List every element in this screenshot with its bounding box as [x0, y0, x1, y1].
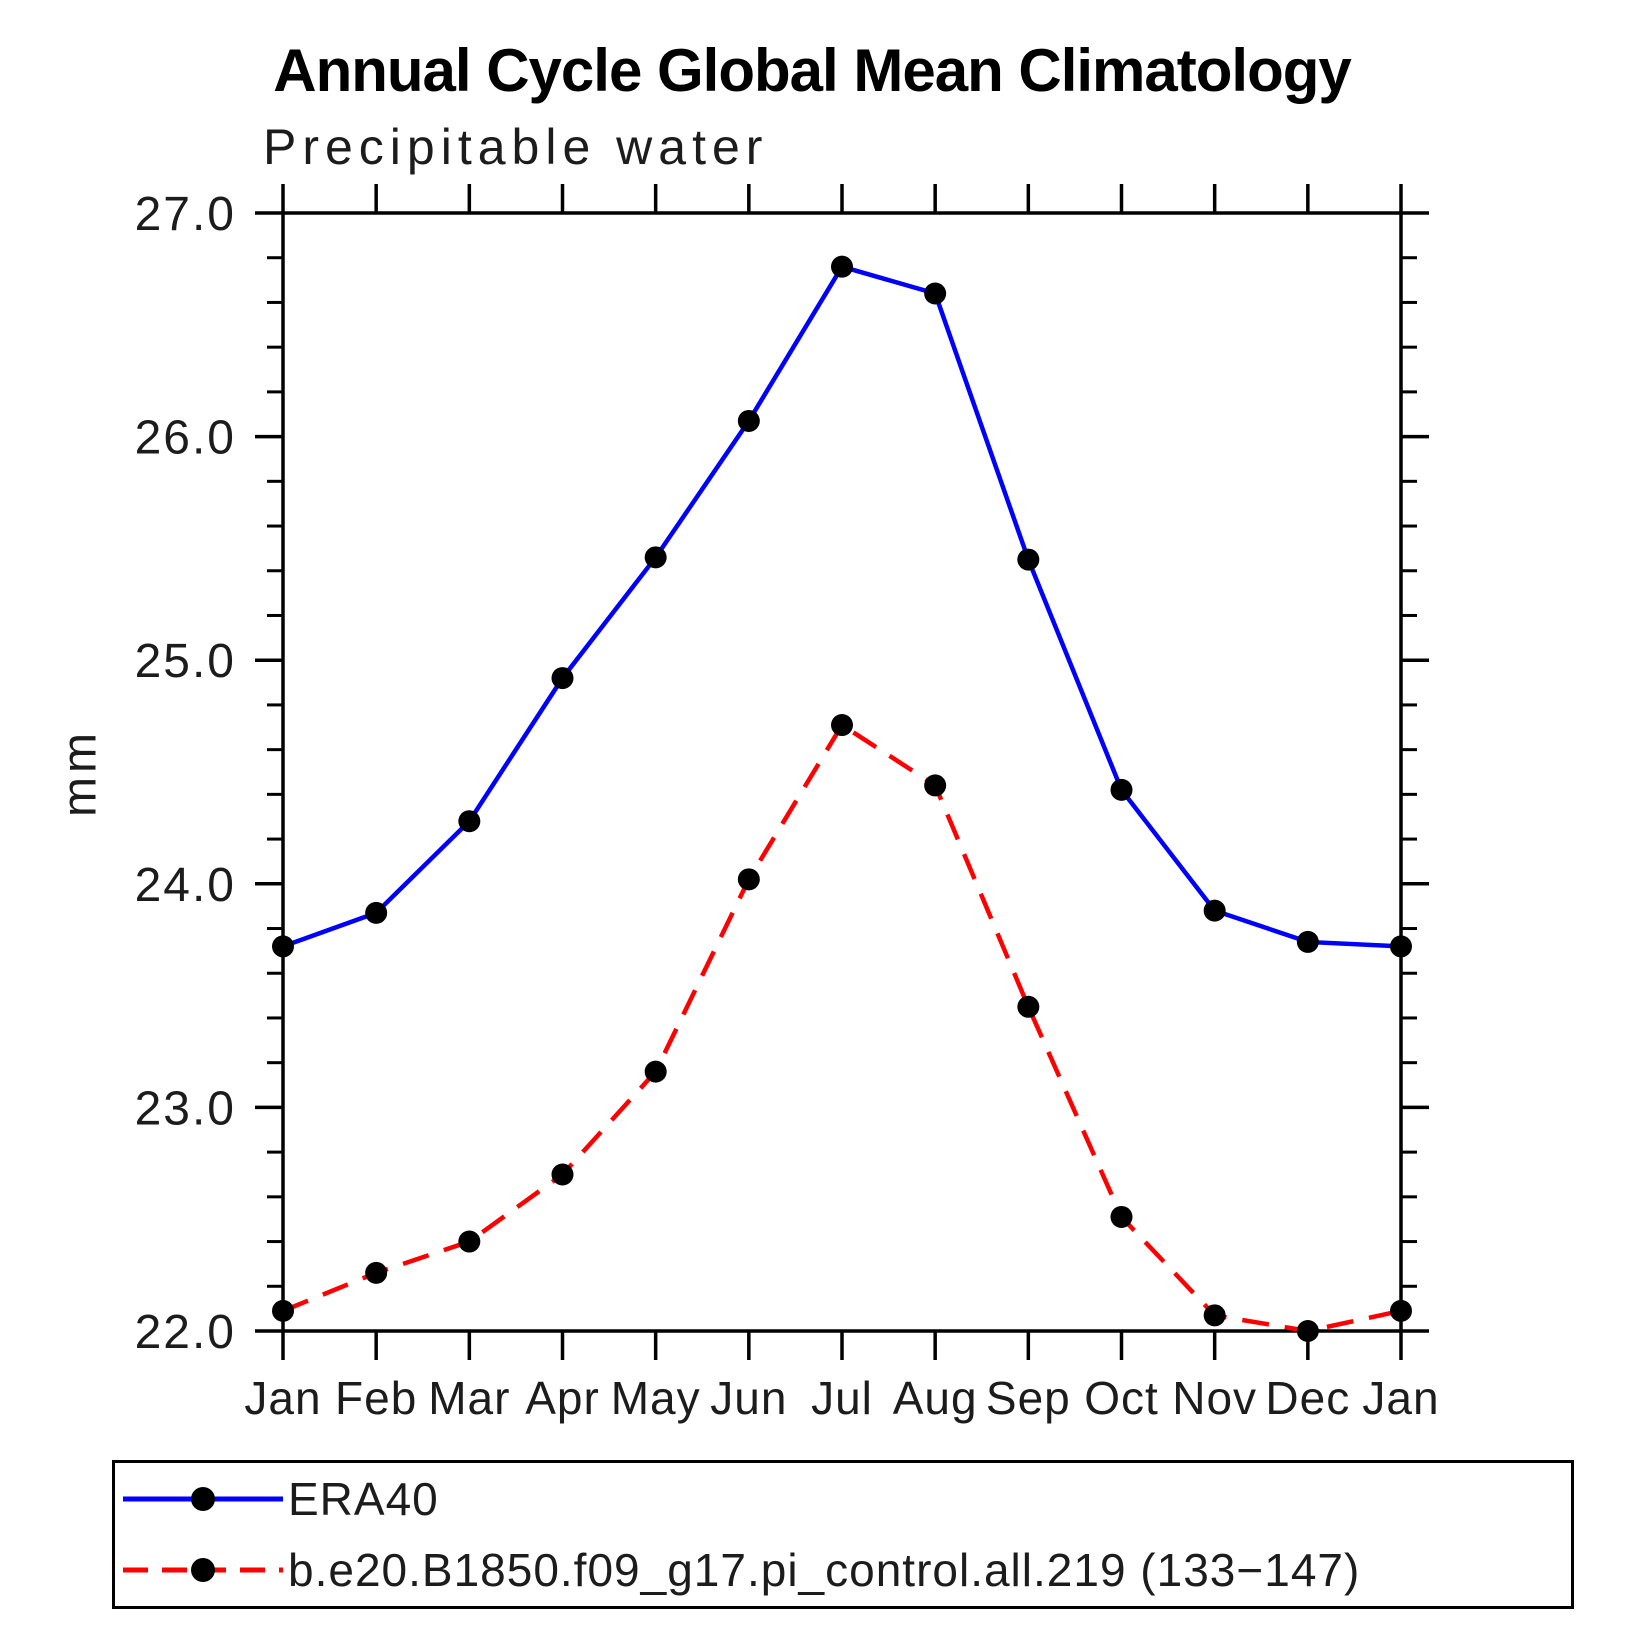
svg-text:Nov: Nov [1172, 1372, 1257, 1424]
svg-text:Feb: Feb [335, 1372, 417, 1424]
svg-text:Mar: Mar [428, 1372, 510, 1424]
chart-title: Annual Cycle Global Mean Climatology [273, 37, 1352, 104]
svg-text:27.0: 27.0 [135, 188, 236, 241]
svg-text:Apr: Apr [525, 1372, 600, 1424]
svg-text:23.0: 23.0 [135, 1082, 236, 1135]
svg-text:24.0: 24.0 [135, 859, 236, 912]
svg-text:Dec: Dec [1265, 1372, 1350, 1424]
svg-text:Sep: Sep [986, 1372, 1071, 1424]
legend-item-model: b.e20.B1850.f09_g17.pi_control.all.219 (… [115, 1544, 1571, 1596]
svg-text:Jan: Jan [1362, 1372, 1439, 1424]
data-series [272, 255, 1412, 1342]
legend-box: ERA40 b.e20.B1850.f09_g17.pi_control.all… [112, 1460, 1574, 1609]
svg-text:26.0: 26.0 [135, 412, 236, 465]
chart-subtitle: Precipitable water [263, 119, 769, 175]
legend-item-era40: ERA40 [115, 1473, 1571, 1525]
legend-swatch-solid [123, 1486, 283, 1511]
axes-and-ticks [255, 184, 1429, 1360]
svg-text:Jun: Jun [710, 1372, 787, 1424]
svg-text:Jan: Jan [244, 1372, 321, 1424]
svg-text:22.0: 22.0 [135, 1306, 236, 1359]
svg-text:May: May [611, 1372, 701, 1424]
legend-label-model: b.e20.B1850.f09_g17.pi_control.all.219 (… [288, 1544, 1361, 1597]
svg-text:Oct: Oct [1084, 1372, 1159, 1424]
legend-label-era40: ERA40 [288, 1472, 439, 1525]
svg-text:Jul: Jul [811, 1372, 873, 1424]
svg-text:25.0: 25.0 [135, 635, 236, 688]
legend-marker-dot [191, 1558, 215, 1583]
svg-text:Aug: Aug [893, 1372, 978, 1424]
legend-marker-dot [191, 1486, 215, 1511]
legend-swatch-dashed [123, 1558, 283, 1583]
